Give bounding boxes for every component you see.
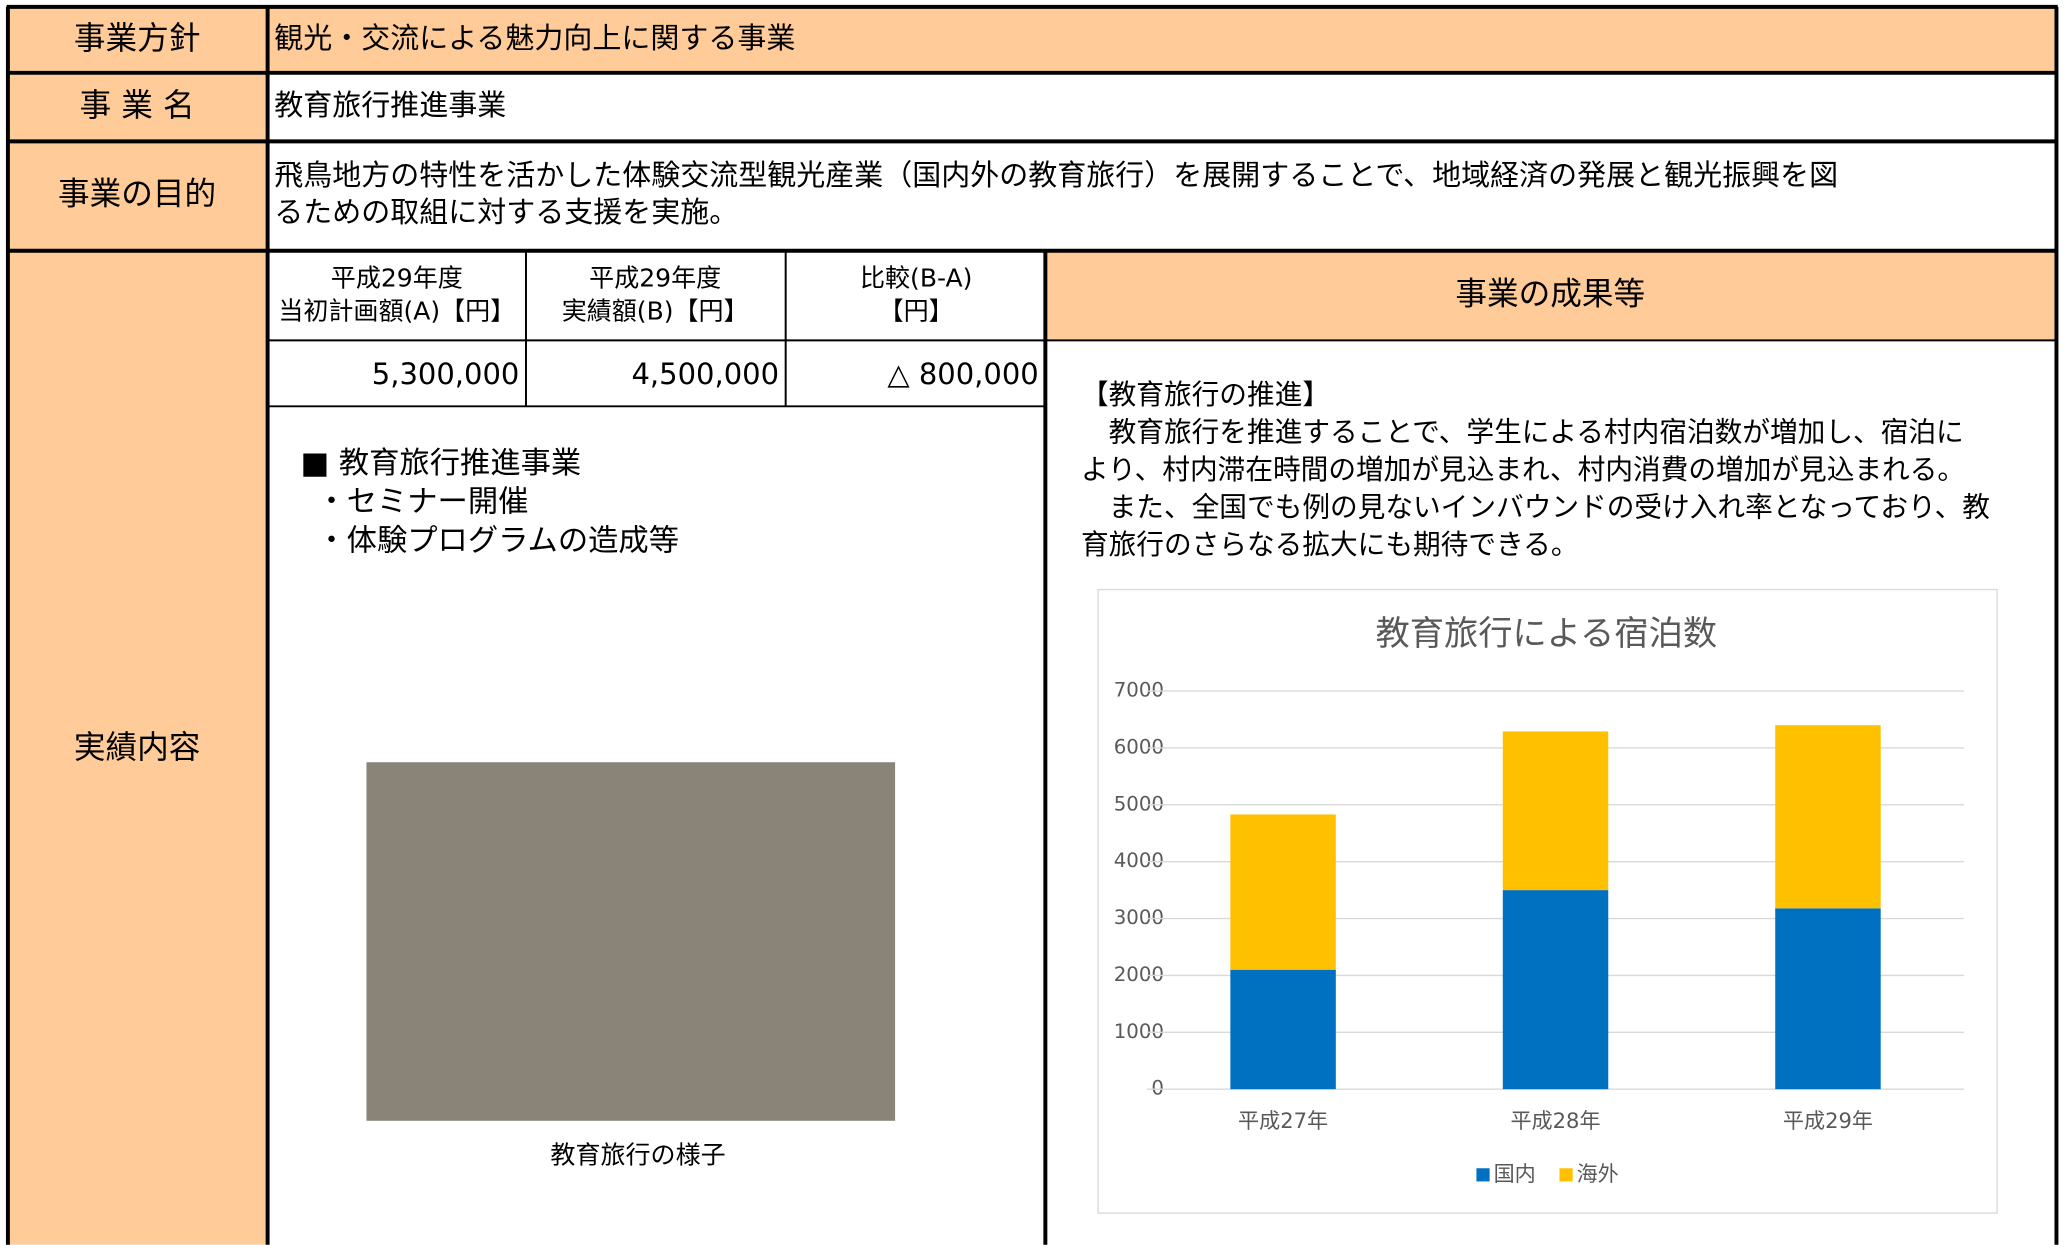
legend-swatch [1559, 1168, 1572, 1181]
budget-header: 当初計画額(A)【円】 [278, 297, 515, 326]
row-value: 観光・交流による魅力向上に関する事業 [274, 21, 795, 55]
bar-segment [1775, 725, 1880, 908]
budget-value: 4,500,000 [631, 357, 779, 391]
row-label: 事業方針 [74, 21, 201, 57]
y-tick-label: 0 [1151, 1077, 1164, 1100]
row-value: 飛鳥地方の特性を活かした体験交流型観光産業（国内外の教育旅行）を展開することで、… [274, 158, 1838, 192]
y-tick-label: 2000 [1114, 963, 1164, 986]
bar-segment [1503, 890, 1608, 1089]
x-tick-label: 平成27年 [1238, 1108, 1328, 1133]
results-line: また、全国でも例の見ないインバウンドの受け入れ率となっており、教 [1081, 490, 1990, 523]
y-tick-label: 4000 [1114, 849, 1164, 872]
legend-label: 海外 [1577, 1161, 1619, 1186]
document: 事業方針 観光・交流による魅力向上に関する事業事 業 名 教育旅行推進事業事業の目的… [0, 0, 2067, 1245]
y-tick-label: 1000 [1114, 1020, 1164, 1043]
results-heading: 事業の成果等 [1455, 277, 1645, 313]
row-value: るための取組に対する支援を実施。 [274, 195, 738, 229]
results-line: より、村内滞在時間の増加が見込まれ、村内消費の増加が見込まれる。 [1081, 453, 1965, 486]
activity-line: ■ 教育旅行推進事業 [301, 446, 582, 481]
y-tick-label: 7000 [1114, 679, 1164, 702]
chart-title: 教育旅行による宿泊数 [1375, 614, 1717, 654]
budget-value: △ 800,000 [887, 357, 1038, 391]
row-value: 教育旅行推進事業 [274, 88, 506, 122]
activity-line: ・体験プログラムの造成等 [316, 524, 679, 559]
bar-segment [1230, 814, 1335, 969]
bar-segment [1503, 731, 1608, 890]
row-label: 実績内容 [74, 730, 201, 766]
photo [366, 762, 895, 1121]
bar-segment [1230, 970, 1335, 1089]
photo-caption: 教育旅行の様子 [550, 1140, 725, 1169]
y-tick-label: 3000 [1114, 906, 1164, 929]
budget-header: 比較(B-A) [860, 264, 972, 293]
legend-swatch [1476, 1168, 1489, 1181]
results-line: 育旅行のさらなる拡大にも期待できる。 [1081, 528, 1579, 561]
x-tick-label: 平成29年 [1783, 1108, 1873, 1133]
y-tick-label: 6000 [1114, 735, 1164, 758]
budget-header: 【円】 [879, 297, 954, 326]
results-line: 【教育旅行の推進】 [1081, 378, 1330, 411]
page: {"rows":[ {"label":"事業方針","value":["観光・交… [0, 0, 2067, 1245]
y-tick-label: 5000 [1114, 792, 1164, 815]
budget-value: 5,300,000 [372, 357, 520, 391]
budget-header: 平成29年度 [331, 264, 463, 293]
x-tick-label: 平成28年 [1510, 1108, 1600, 1133]
legend-label: 国内 [1494, 1161, 1536, 1186]
budget-header: 平成29年度 [589, 264, 721, 293]
budget-header: 実績額(B)【円】 [562, 297, 749, 326]
activity-line: ・セミナー開催 [316, 485, 528, 520]
row-label: 事 業 名 [80, 88, 195, 124]
row-label: 事業の目的 [58, 176, 216, 212]
bar-segment [1775, 908, 1880, 1089]
results-line: 教育旅行を推進することで、学生による村内宿泊数が増加し、宿泊に [1081, 415, 1964, 448]
